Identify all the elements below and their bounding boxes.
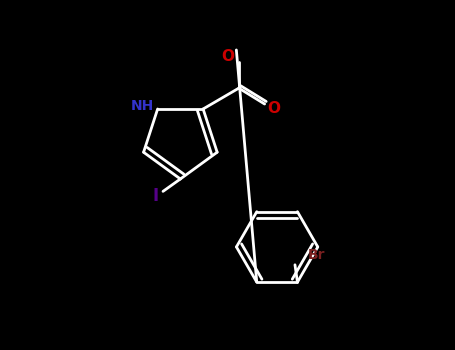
Text: NH: NH — [131, 99, 154, 113]
Text: O: O — [267, 102, 280, 117]
Text: O: O — [222, 49, 234, 64]
Text: I: I — [152, 187, 159, 205]
Text: Br: Br — [308, 248, 325, 262]
